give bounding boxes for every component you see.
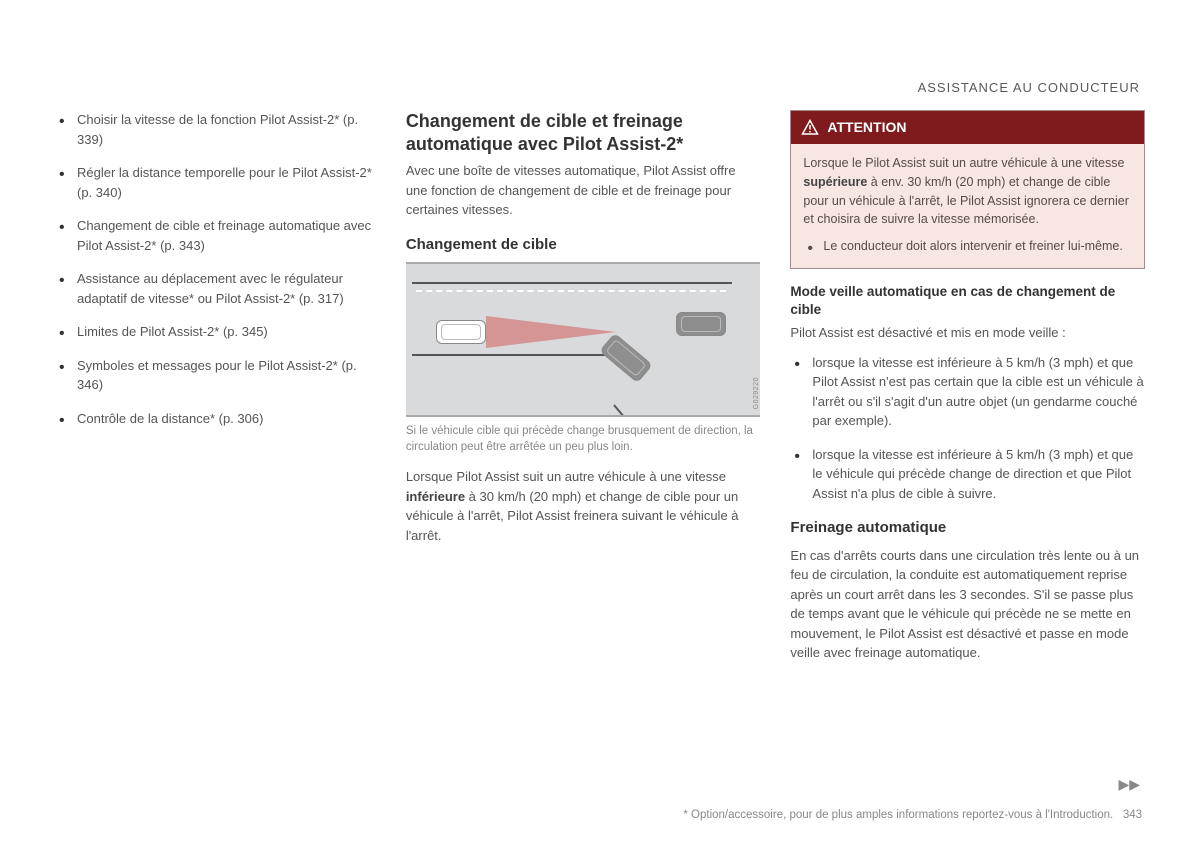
standby-list: lorsque la vitesse est inférieure à 5 km… [790, 353, 1145, 504]
attention-header: ATTENTION [791, 111, 1144, 144]
column-right: ATTENTION Lorsque le Pilot Assist suit u… [790, 110, 1145, 673]
footnote-text: * Option/accessoire, pour de plus amples… [683, 809, 1113, 821]
stopped-car-icon [676, 312, 726, 336]
body-paragraph: Pilot Assist est désactivé et mis en mod… [790, 323, 1145, 343]
bold-word: supérieure [803, 175, 867, 189]
column-middle: Changement de cible et freinage automati… [406, 110, 761, 673]
body-paragraph: En cas d'arrêts courts dans une circulat… [790, 546, 1145, 663]
column-left: Choisir la vitesse de la fonction Pilot … [55, 110, 376, 673]
list-item: lorsque la vitesse est inférieure à 5 km… [790, 445, 1145, 504]
section-header: ASSISTANCE AU CONDUCTEUR [918, 80, 1140, 95]
text-fragment: Lorsque le Pilot Assist suit un autre vé… [803, 156, 1124, 170]
list-item: Symboles et messages pour le Pilot Assis… [55, 356, 376, 395]
body-paragraph: Lorsque Pilot Assist suit un autre véhic… [406, 467, 761, 545]
target-change-diagram: G029220 [406, 262, 761, 417]
list-item: Choisir la vitesse de la fonction Pilot … [55, 110, 376, 149]
attention-paragraph: Lorsque le Pilot Assist suit un autre vé… [803, 154, 1132, 229]
related-links-list: Choisir la vitesse de la fonction Pilot … [55, 110, 376, 428]
diagram-caption: Si le véhicule cible qui précède change … [406, 423, 761, 455]
intro-paragraph: Avec une boîte de vitesses automatique, … [406, 161, 761, 220]
own-car-icon [436, 320, 486, 344]
list-item: Régler la distance temporelle pour le Pi… [55, 163, 376, 202]
page-footer: * Option/accessoire, pour de plus amples… [683, 809, 1142, 821]
image-reference-code: G029220 [752, 377, 761, 409]
section-title: Changement de cible et freinage automati… [406, 110, 761, 155]
attention-box: ATTENTION Lorsque le Pilot Assist suit u… [790, 110, 1145, 269]
list-item: Assistance au déplacement avec le régula… [55, 269, 376, 308]
warning-triangle-icon [801, 119, 819, 137]
subsection-title: Changement de cible [406, 234, 761, 257]
continue-arrow-icon: ▶▶ [1118, 776, 1140, 793]
list-item: Contrôle de la distance* (p. 306) [55, 409, 376, 429]
list-item: Changement de cible et freinage automati… [55, 216, 376, 255]
page-number: 343 [1123, 809, 1142, 821]
bold-word: inférieure [406, 489, 465, 504]
list-item: lorsque la vitesse est inférieure à 5 km… [790, 353, 1145, 431]
subsection-title: Freinage automatique [790, 517, 1145, 540]
text-fragment: Lorsque Pilot Assist suit un autre véhic… [406, 469, 726, 484]
content-columns: Choisir la vitesse de la fonction Pilot … [55, 110, 1145, 673]
attention-body: Lorsque le Pilot Assist suit un autre vé… [791, 144, 1144, 268]
attention-title: ATTENTION [827, 117, 906, 138]
list-item: Limites de Pilot Assist-2* (p. 345) [55, 322, 376, 342]
attention-list-item: Le conducteur doit alors intervenir et f… [803, 237, 1132, 256]
turning-car-icon [599, 333, 653, 384]
subhead: Mode veille automatique en cas de change… [790, 283, 1145, 319]
